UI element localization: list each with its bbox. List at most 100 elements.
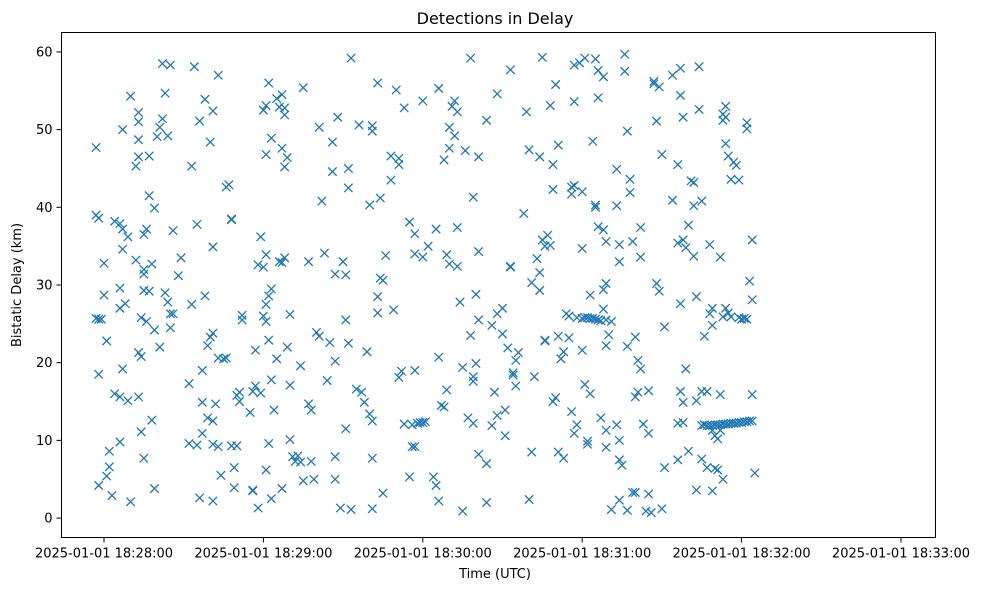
data-point bbox=[120, 298, 130, 309]
data-point bbox=[386, 151, 396, 161]
data-point bbox=[657, 504, 667, 514]
y-tick-label: 30 bbox=[36, 279, 53, 294]
data-point bbox=[367, 416, 377, 426]
data-point bbox=[675, 298, 686, 309]
data-point bbox=[266, 284, 277, 294]
data-point bbox=[109, 389, 120, 399]
data-point bbox=[715, 389, 725, 400]
data-point bbox=[272, 354, 282, 364]
data-point bbox=[524, 145, 534, 155]
data-point bbox=[630, 332, 640, 342]
data-point bbox=[633, 355, 643, 366]
data-point bbox=[598, 72, 609, 82]
data-point bbox=[94, 369, 104, 380]
data-point bbox=[691, 485, 702, 495]
data-point bbox=[667, 195, 678, 205]
data-point bbox=[208, 496, 218, 506]
data-point bbox=[471, 358, 481, 369]
data-point bbox=[149, 325, 160, 335]
y-tick-label: 40 bbox=[36, 201, 53, 216]
data-point bbox=[298, 83, 308, 93]
data-point bbox=[165, 309, 176, 319]
data-point bbox=[248, 386, 258, 397]
data-point bbox=[527, 447, 537, 457]
data-point bbox=[184, 438, 194, 449]
data-point bbox=[237, 310, 247, 320]
data-point bbox=[577, 345, 587, 355]
data-point bbox=[285, 380, 295, 390]
data-point bbox=[606, 316, 617, 327]
data-point bbox=[256, 388, 266, 398]
data-point bbox=[295, 457, 306, 467]
data-point bbox=[643, 386, 654, 396]
data-point bbox=[208, 439, 218, 449]
data-point bbox=[378, 275, 388, 285]
data-point bbox=[689, 201, 699, 211]
data-point bbox=[117, 124, 128, 135]
data-point bbox=[396, 366, 407, 376]
data-point bbox=[521, 107, 532, 117]
data-point bbox=[720, 303, 731, 313]
data-point bbox=[404, 472, 415, 482]
data-point bbox=[94, 213, 104, 223]
data-point bbox=[582, 439, 593, 449]
data-point bbox=[455, 297, 465, 307]
data-point bbox=[548, 159, 558, 170]
y-tick-label: 10 bbox=[36, 434, 53, 449]
data-point bbox=[681, 243, 691, 253]
data-point bbox=[418, 417, 428, 428]
data-point bbox=[691, 396, 702, 406]
data-point bbox=[264, 335, 274, 345]
data-point bbox=[492, 410, 502, 421]
x-tick-label: 2025-01-01 18:30:00 bbox=[354, 547, 492, 562]
x-tick-label: 2025-01-01 18:28:00 bbox=[35, 547, 173, 562]
x-tick-label: 2025-01-01 18:32:00 bbox=[673, 547, 811, 562]
data-point bbox=[742, 124, 752, 134]
y-tick-label: 20 bbox=[36, 356, 53, 371]
data-point bbox=[689, 177, 699, 188]
data-point bbox=[588, 313, 598, 324]
data-point bbox=[673, 455, 683, 465]
data-point bbox=[550, 79, 561, 90]
data-point bbox=[473, 246, 484, 257]
y-tick-label: 60 bbox=[36, 45, 53, 60]
data-point bbox=[654, 82, 664, 92]
data-point bbox=[630, 392, 640, 402]
data-point bbox=[410, 365, 420, 376]
data-point bbox=[208, 242, 218, 252]
data-point bbox=[635, 252, 646, 262]
data-point bbox=[351, 384, 362, 394]
data-point bbox=[399, 103, 409, 113]
data-point bbox=[367, 453, 377, 463]
data-point bbox=[160, 288, 170, 298]
data-point bbox=[343, 163, 354, 174]
data-point bbox=[651, 116, 662, 126]
data-point bbox=[481, 497, 492, 508]
data-point bbox=[295, 361, 306, 371]
data-point bbox=[317, 196, 327, 206]
data-point bbox=[540, 336, 550, 346]
data-point bbox=[330, 452, 340, 462]
data-point bbox=[651, 278, 662, 289]
data-point bbox=[673, 159, 683, 170]
data-point bbox=[630, 487, 640, 498]
data-point bbox=[418, 96, 428, 106]
data-point bbox=[152, 131, 162, 142]
data-point bbox=[625, 174, 635, 184]
data-point bbox=[468, 192, 478, 202]
data-point bbox=[285, 309, 295, 320]
y-tick-label: 0 bbox=[44, 512, 52, 527]
data-point bbox=[601, 340, 611, 351]
data-point bbox=[407, 441, 417, 452]
data-point bbox=[229, 483, 239, 493]
data-point bbox=[646, 507, 656, 518]
data-point bbox=[117, 244, 128, 254]
data-point bbox=[691, 291, 702, 302]
data-point bbox=[343, 338, 354, 348]
data-point bbox=[333, 112, 343, 122]
data-point bbox=[705, 239, 715, 250]
data-point bbox=[720, 101, 731, 111]
data-point bbox=[261, 149, 271, 160]
data-point bbox=[407, 420, 417, 430]
